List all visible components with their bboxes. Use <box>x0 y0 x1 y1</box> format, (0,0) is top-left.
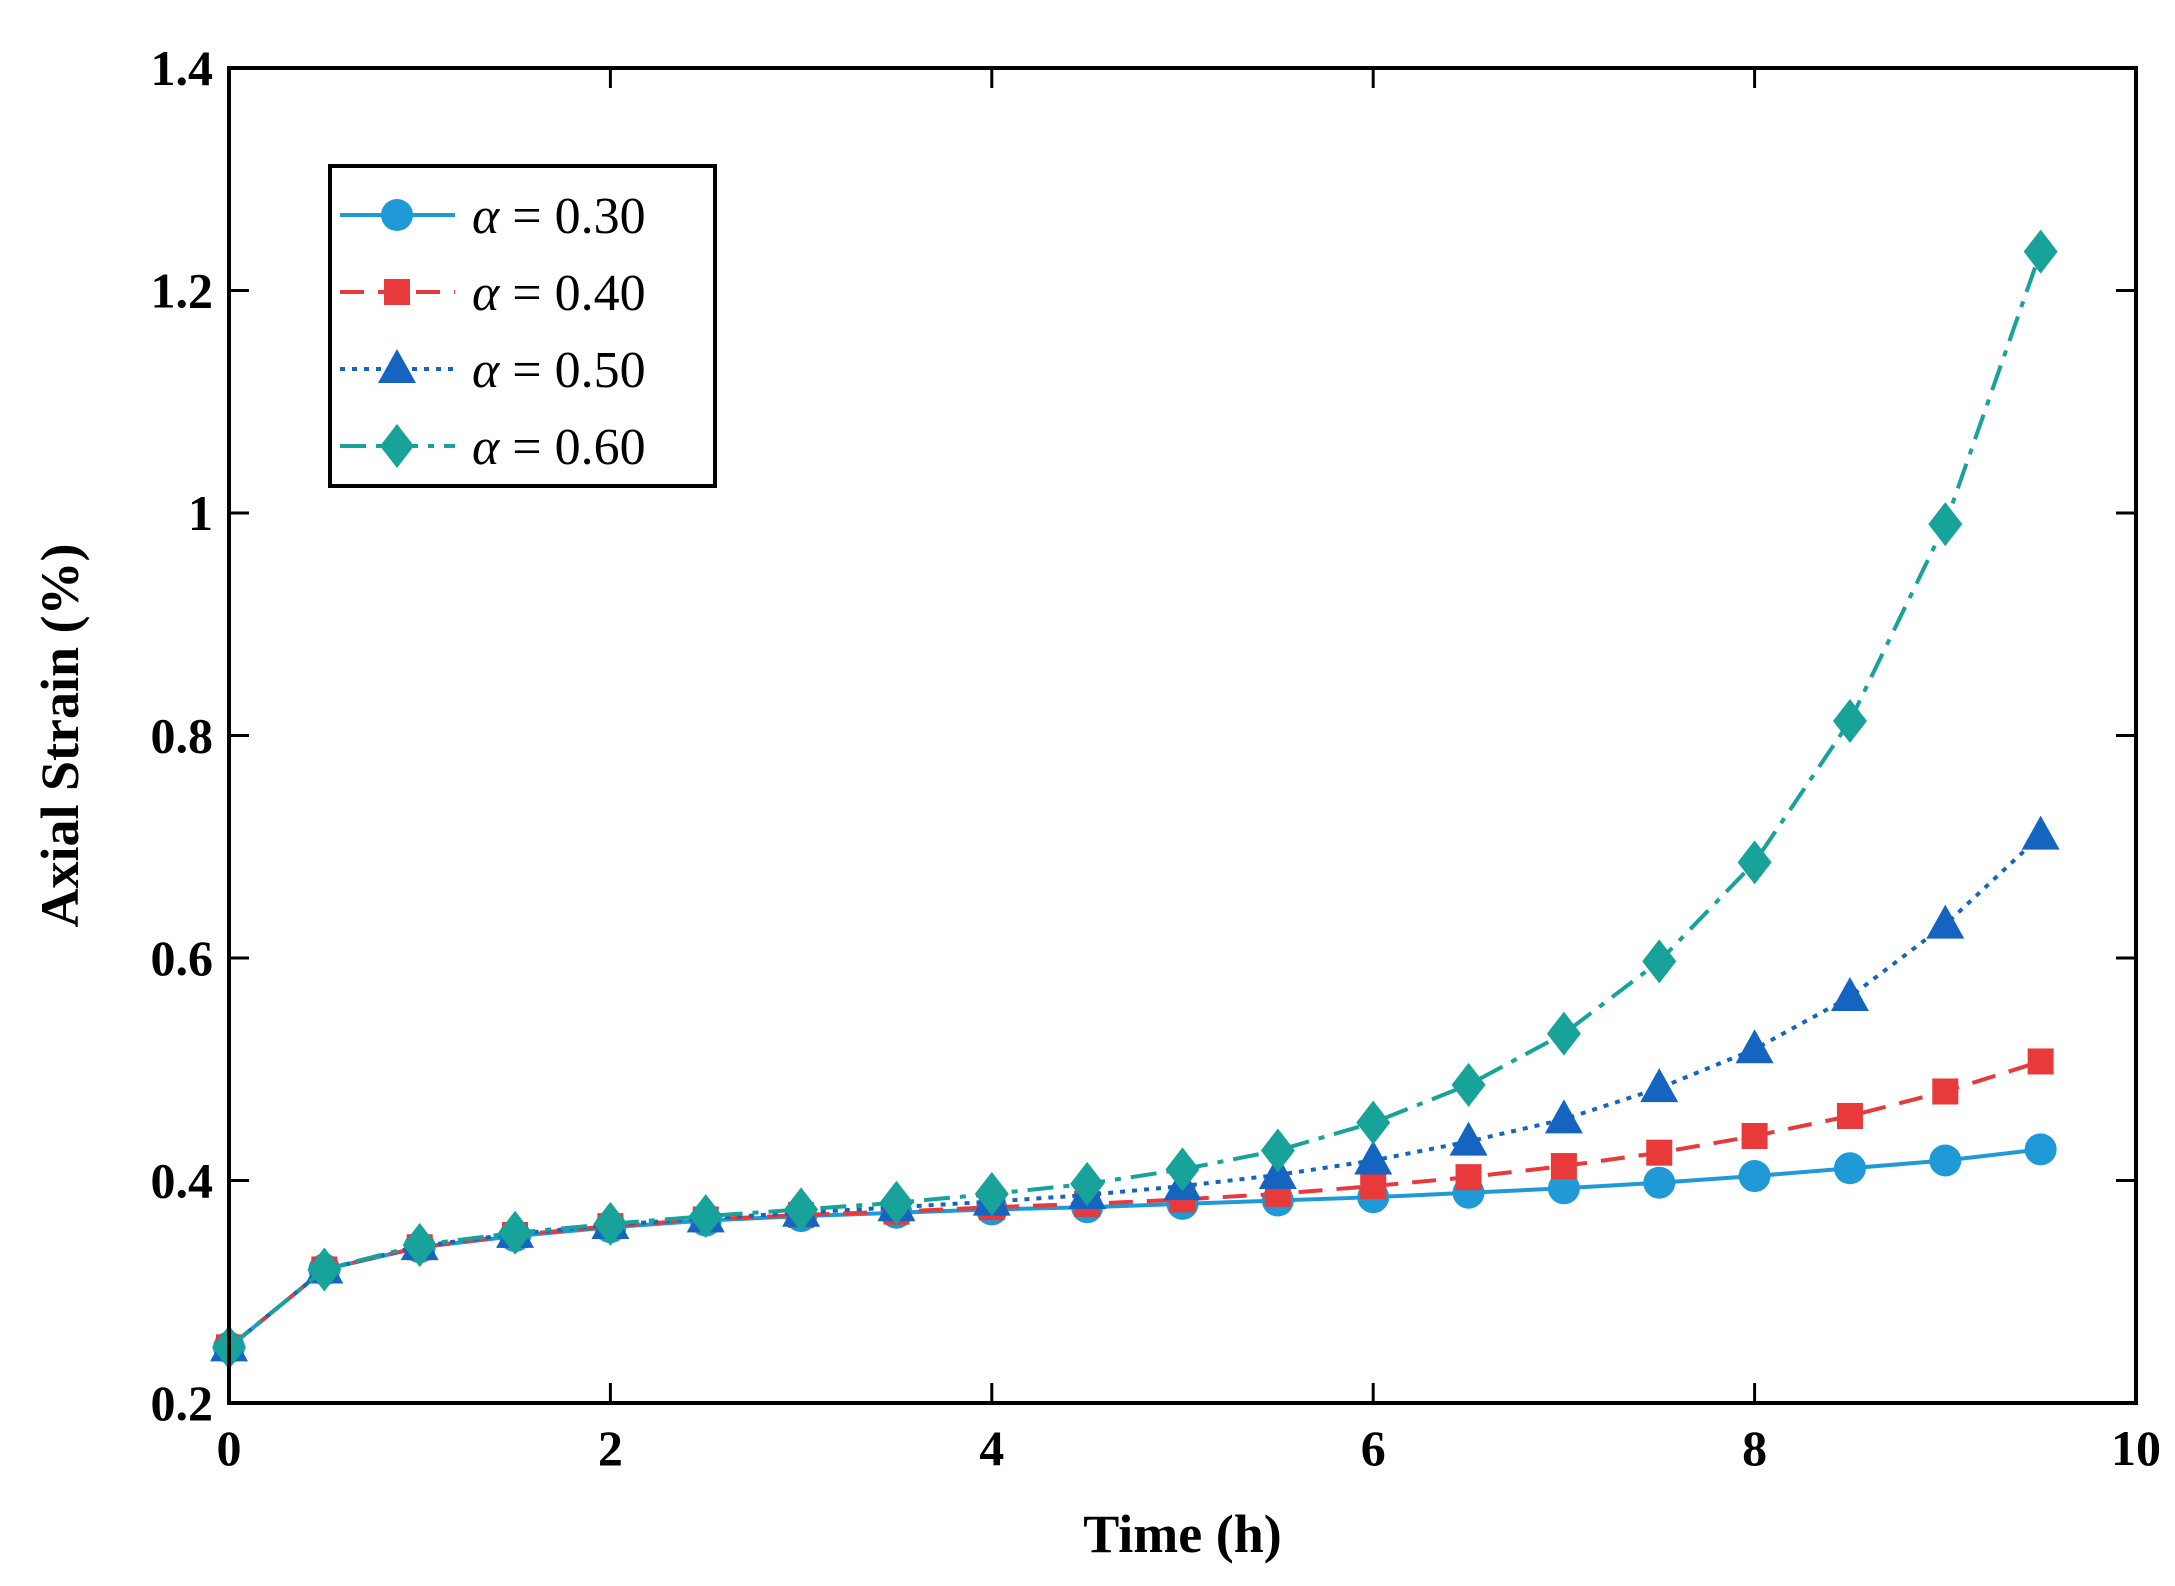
legend-marker <box>381 199 413 231</box>
series-line <box>227 834 2043 1349</box>
x-tick-label: 8 <box>1742 1420 1767 1476</box>
y-tick-label: 1 <box>188 485 213 541</box>
data-point-marker <box>1451 1062 1486 1107</box>
y-tick-label: 0.8 <box>151 708 214 764</box>
legend-value: = 0.40 <box>499 265 645 322</box>
y-tick-label: 0.4 <box>151 1153 214 1209</box>
legend: α = 0.30α = 0.40α = 0.50α = 0.60 <box>328 164 717 488</box>
y-tick-label: 0.2 <box>151 1375 214 1431</box>
data-point-marker <box>1546 1011 1581 1056</box>
legend-marker <box>384 279 410 305</box>
data-point-marker <box>2027 1048 2054 1075</box>
data-point-marker <box>593 1201 628 1246</box>
data-point-marker <box>784 1187 819 1232</box>
data-point-marker <box>1070 1161 1105 1206</box>
y-tick-label: 1.4 <box>151 40 214 96</box>
legend-value: = 0.60 <box>499 419 645 476</box>
data-point-marker <box>1640 1068 1679 1103</box>
y-tick-label: 1.2 <box>151 263 214 319</box>
data-point-marker <box>1832 699 1867 744</box>
data-point-marker <box>402 1223 437 1268</box>
data-point-marker <box>1455 1164 1482 1191</box>
legend-marker <box>378 349 416 383</box>
data-point-marker <box>1642 939 1677 984</box>
x-tick-label: 4 <box>979 1420 1004 1476</box>
y-axis-label: Axial Strain (%) <box>30 544 90 928</box>
x-tick-label: 6 <box>1361 1420 1386 1476</box>
data-point-marker <box>1830 976 1869 1011</box>
legend-label: α = 0.40 <box>472 265 646 322</box>
data-point-marker <box>498 1210 533 1255</box>
data-point-marker <box>1932 1078 1959 1105</box>
data-point-marker <box>1833 1152 1866 1185</box>
x-axis-label: Time (h) <box>1083 1504 1282 1564</box>
data-point-marker <box>1926 904 1965 939</box>
legend-label: α = 0.60 <box>472 419 646 476</box>
data-point-marker <box>1260 1128 1295 1173</box>
legend-symbol: α <box>472 342 501 399</box>
data-point-marker <box>1738 1160 1771 1193</box>
data-point-marker <box>879 1180 914 1225</box>
data-point-marker <box>1929 1144 1962 1177</box>
data-point-marker <box>1643 1166 1676 1199</box>
x-tick-label: 0 <box>217 1420 242 1476</box>
legend-value: = 0.50 <box>499 342 645 399</box>
data-point-marker <box>1928 502 1963 547</box>
data-point-marker <box>1735 1029 1774 1064</box>
series-line <box>227 250 2043 1349</box>
axes-layer: 0 2 4 6 8 10 0.2 0.4 0.6 0.8 1 1.2 1.4 <box>151 40 2162 1476</box>
data-point-marker <box>1550 1153 1577 1180</box>
legend-symbol: α <box>472 419 501 476</box>
data-point-marker <box>307 1247 342 1292</box>
data-point-marker <box>1165 1147 1200 1192</box>
data-point-marker <box>1547 1172 1580 1205</box>
legend-label: α = 0.30 <box>472 188 646 245</box>
data-point-marker <box>1544 1099 1583 1134</box>
data-point-marker <box>1354 1140 1393 1175</box>
x-tick-label: 2 <box>598 1420 623 1476</box>
y-tick-label: 0.6 <box>151 930 214 986</box>
data-point-marker <box>974 1171 1009 1216</box>
data-point-marker <box>2021 815 2060 850</box>
data-point-marker <box>1356 1100 1391 1145</box>
legend-label: α = 0.50 <box>472 342 646 399</box>
data-point-marker <box>2023 229 2058 274</box>
data-point-marker <box>688 1194 723 1239</box>
data-point-marker <box>1741 1123 1768 1149</box>
data-point-marker <box>1836 1102 1863 1129</box>
data-point-marker <box>2024 1133 2057 1166</box>
data-point-marker <box>1360 1173 1387 1200</box>
legend-symbol: α <box>472 188 501 245</box>
legend-value: = 0.30 <box>499 188 645 245</box>
legend-marker <box>380 424 414 468</box>
data-point-marker <box>1646 1139 1673 1166</box>
x-tick-label: 10 <box>2111 1420 2161 1476</box>
legend-symbol: α <box>472 265 501 322</box>
data-point-marker <box>1449 1121 1488 1156</box>
data-point-marker <box>1737 840 1772 885</box>
